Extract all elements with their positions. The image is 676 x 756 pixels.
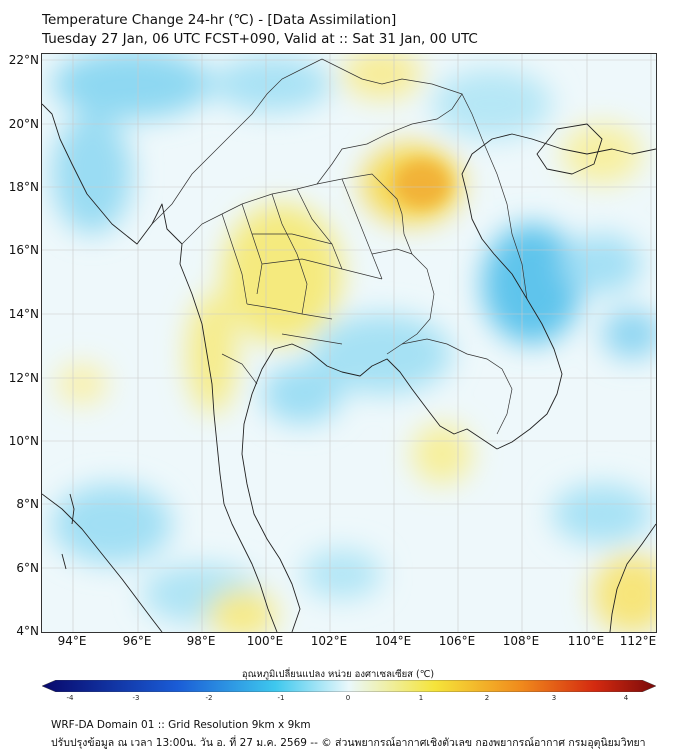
gridlines <box>42 54 656 632</box>
lat-label-22n: 22°N <box>8 53 39 67</box>
colorbar-tick-minus4: -4 <box>66 694 74 702</box>
coastlines <box>42 103 656 632</box>
myanmar-border <box>151 58 323 225</box>
colorbar <box>42 680 656 692</box>
colorbar-fill <box>42 680 656 692</box>
malay-peninsula-west <box>223 503 278 632</box>
colorbar-title: อุณหภูมิเปลี่ยนแปลง หน่วย องศาเซลเซียส (… <box>241 669 435 680</box>
colorbar-tick-1: 1 <box>418 694 424 702</box>
map-panel <box>41 53 657 633</box>
lon-label-98e: 98°E <box>186 634 216 648</box>
lat-label-20n: 20°N <box>8 117 39 131</box>
gulf-coast <box>241 343 498 632</box>
lon-label-104e: 104°E <box>374 634 412 648</box>
lat-label-18n: 18°N <box>8 180 39 194</box>
colorbar-tick-4: 4 <box>623 694 629 702</box>
cambodia-border <box>401 338 513 435</box>
hotspot <box>394 160 450 208</box>
lon-label-102e: 102°E <box>310 634 348 648</box>
lon-label-106e: 106°E <box>438 634 476 648</box>
china-border <box>321 58 463 95</box>
lon-label-96e: 96°E <box>122 634 152 648</box>
andaman-islands <box>61 493 75 570</box>
lat-label-8n: 8°N <box>16 497 39 511</box>
province-lines <box>221 178 413 385</box>
temperature-change-map <box>42 54 656 632</box>
lat-label-16n: 16°N <box>8 243 39 257</box>
colorbar-tick-minus3: -3 <box>132 694 140 702</box>
map-subtitle: Tuesday 27 Jan, 06 UTC FCST+090, Valid a… <box>42 31 478 47</box>
lon-label-94e: 94°E <box>57 634 87 648</box>
lat-label-4n: 4°N <box>16 624 39 638</box>
laos-border <box>316 93 528 300</box>
footer-credit: ปรับปรุงข้อมูล ณ เวลา 13:00น. วัน อ. ที่… <box>51 737 646 749</box>
footer-model-info: WRF-DA Domain 01 :: Grid Resolution 9km … <box>51 719 311 731</box>
lat-label-10n: 10°N <box>8 434 39 448</box>
colorbar-tick-minus2: -2 <box>205 694 213 702</box>
lat-label-14n: 14°N <box>8 307 39 321</box>
borneo-coast <box>609 523 656 632</box>
vietnam-coast <box>461 133 656 450</box>
map-title: Temperature Change 24-hr (℃) - [Data Ass… <box>42 12 397 28</box>
hainan-island <box>536 123 603 175</box>
lat-label-6n: 6°N <box>16 561 39 575</box>
sumatra-coast <box>42 493 163 632</box>
myanmar-west-coast <box>42 103 225 505</box>
borders <box>151 58 528 435</box>
lon-label-110e: 110°E <box>567 634 605 648</box>
thailand-border <box>181 173 435 355</box>
colorbar-tick-0: 0 <box>345 694 351 702</box>
lon-label-100e: 100°E <box>246 634 284 648</box>
lat-label-12n: 12°N <box>8 371 39 385</box>
colorbar-tick-3: 3 <box>551 694 557 702</box>
lon-label-112e: 112°E <box>619 634 657 648</box>
colorbar-tick-minus1: -1 <box>277 694 285 702</box>
lon-label-108e: 108°E <box>502 634 540 648</box>
colorbar-tick-2: 2 <box>484 694 490 702</box>
